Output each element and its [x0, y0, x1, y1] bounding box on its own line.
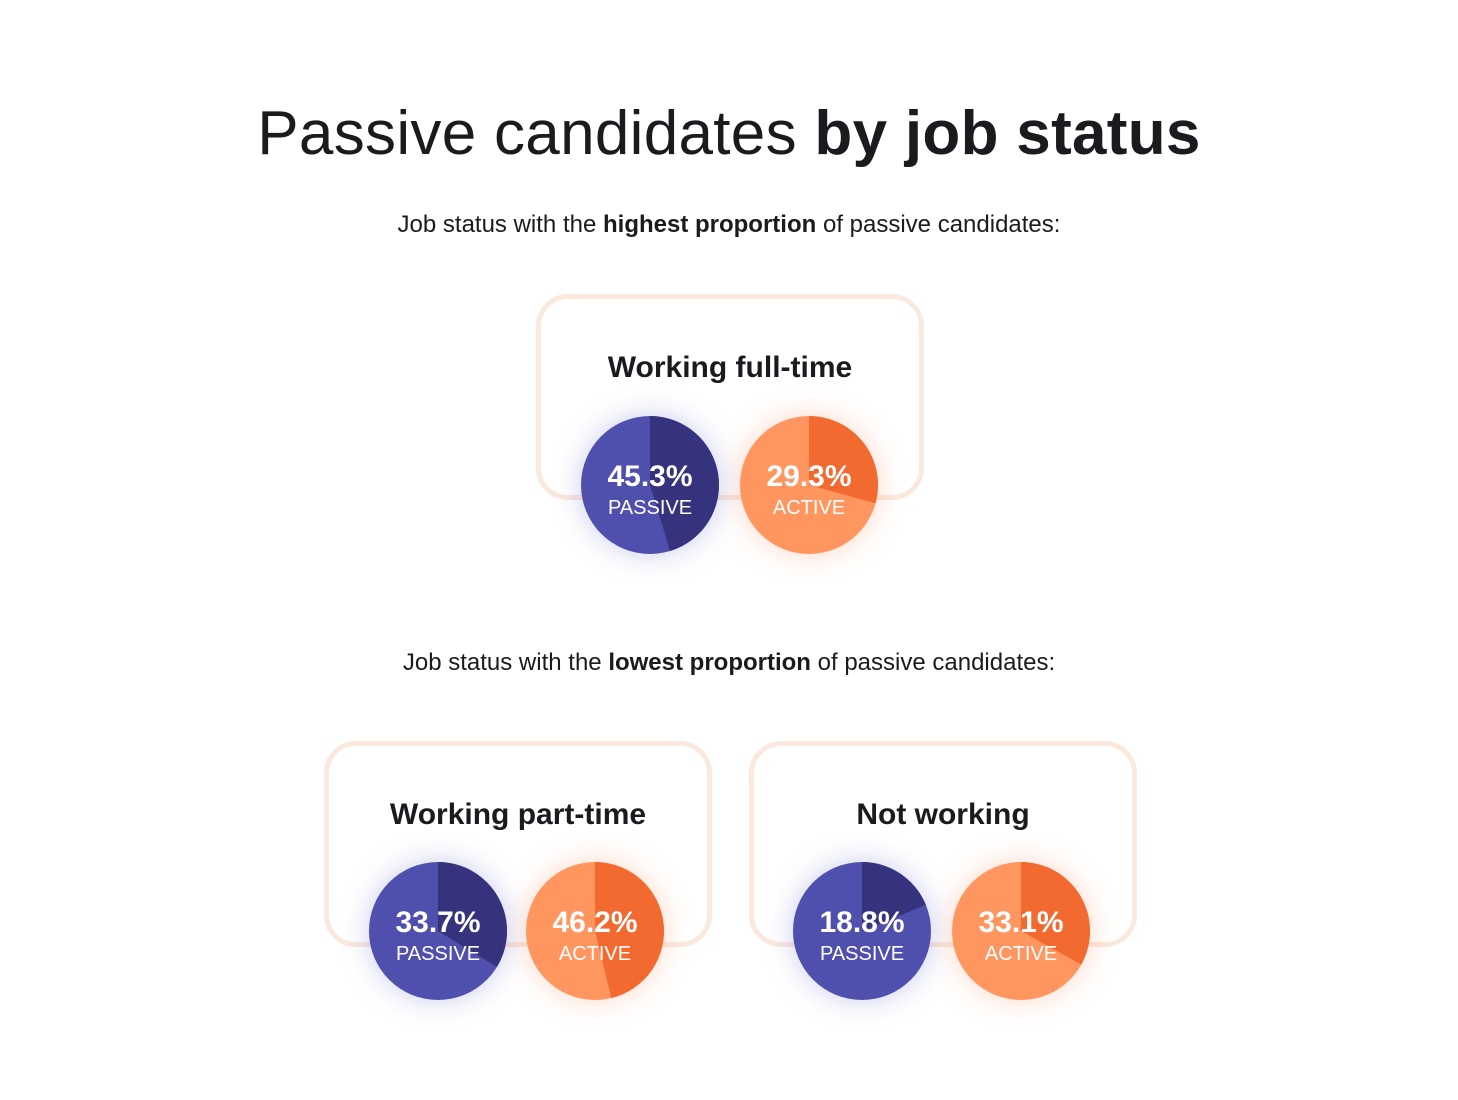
pie-slice	[1021, 862, 1091, 965]
passive-pie-working-full-time: 45.3% PASSIVE	[581, 416, 719, 554]
page-title-bold: by job status	[814, 99, 1201, 168]
card-title: Not working	[856, 798, 1030, 831]
pie-value-label: 29.3%	[766, 460, 851, 493]
card-title: Working part-time	[389, 798, 647, 831]
card-title: Working full-time	[607, 351, 853, 384]
pie-slice	[650, 416, 719, 552]
lowest-heading-pre: Job status with the	[402, 649, 602, 676]
pie-slice	[809, 416, 879, 504]
card-not-working: Not working	[749, 741, 1137, 947]
pie-value-label: 33.7%	[395, 906, 480, 939]
highest-heading-post: of passive candidates:	[822, 211, 1061, 238]
pie-value-label: 18.8%	[819, 906, 904, 939]
pie-series-label: PASSIVE	[820, 943, 904, 965]
pie-series-label: PASSIVE	[608, 497, 692, 519]
pie-slice	[438, 862, 508, 967]
card-working-full-time: Working full-time	[536, 294, 924, 500]
active-pie-not-working: 33.1% ACTIVE	[952, 862, 1091, 1000]
pie-slice	[595, 862, 664, 999]
pie-slice	[862, 862, 926, 931]
highest-heading-pre: Job status with the	[397, 211, 597, 238]
page-title-light: Passive candidates	[257, 99, 797, 168]
pie-value-label: 46.2%	[552, 906, 637, 939]
lowest-proportion-heading: Job status with the lowest proportion of…	[0, 648, 1458, 678]
pie-series-label: PASSIVE	[396, 943, 480, 965]
pie-value-label: 33.1%	[978, 906, 1063, 939]
active-pie-working-part-time: 46.2% ACTIVE	[526, 862, 664, 1000]
highest-heading-bold: highest proportion	[602, 211, 817, 238]
pie-value-label: 45.3%	[607, 460, 692, 493]
pie-series-label: ACTIVE	[559, 943, 631, 965]
highest-proportion-heading: Job status with the highest proportion o…	[0, 210, 1458, 240]
passive-pie-working-part-time: 33.7% PASSIVE	[369, 862, 508, 1000]
page-title: Passive candidates by job status	[0, 98, 1458, 170]
lowest-heading-post: of passive candidates:	[817, 649, 1056, 676]
pie-series-label: ACTIVE	[985, 943, 1057, 965]
lowest-heading-bold: lowest proportion	[608, 649, 811, 676]
card-working-part-time: Working part-time	[324, 741, 712, 947]
passive-pie-not-working: 18.8% PASSIVE	[793, 862, 931, 1000]
active-pie-working-full-time: 29.3% ACTIVE	[740, 416, 879, 554]
pie-series-label: ACTIVE	[773, 497, 845, 519]
